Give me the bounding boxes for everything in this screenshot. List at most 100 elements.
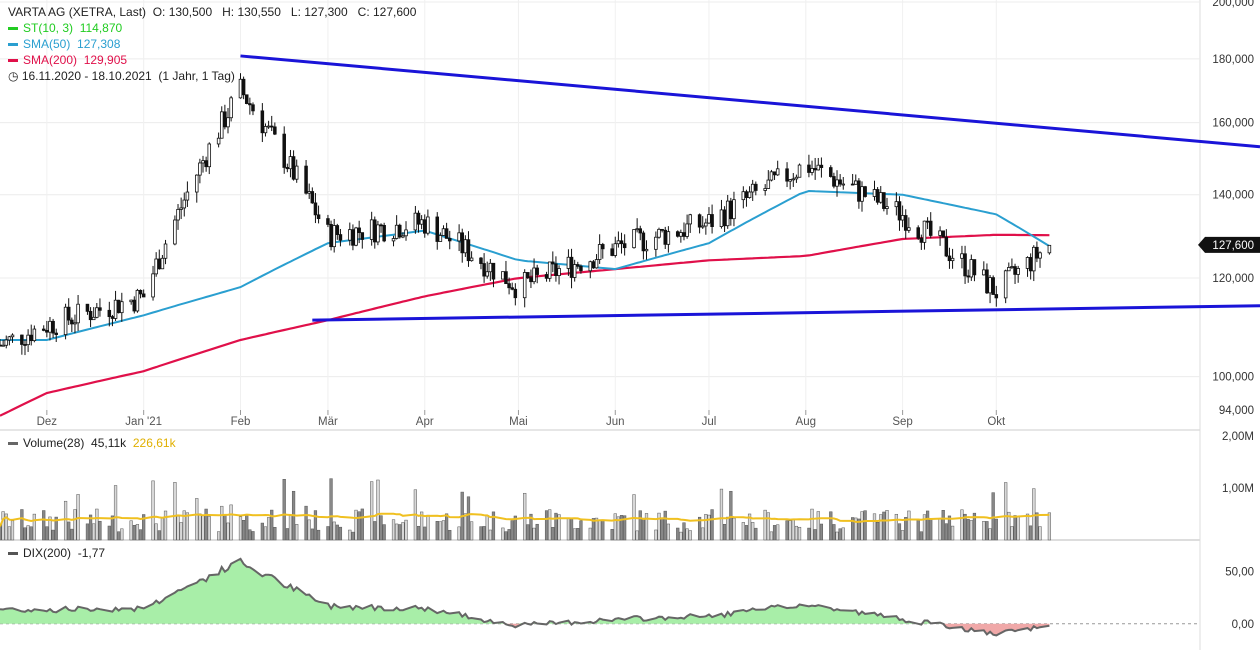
volume-bar bbox=[379, 515, 383, 541]
candle bbox=[288, 156, 293, 170]
volume-bar bbox=[722, 523, 727, 541]
volume-bar bbox=[769, 531, 774, 541]
candle bbox=[95, 307, 99, 318]
volume-bar bbox=[1035, 512, 1039, 541]
volume-bar bbox=[263, 526, 268, 541]
volume-bar bbox=[110, 515, 115, 541]
volume-bar bbox=[660, 517, 664, 541]
dix-legend[interactable]: DIX(200) -1,77 bbox=[8, 545, 105, 561]
volume-bar bbox=[1007, 511, 1011, 541]
candle bbox=[238, 78, 243, 99]
dix-positive-area bbox=[0, 558, 1050, 624]
candle bbox=[854, 180, 858, 185]
volume-bar bbox=[785, 520, 789, 541]
volume-bar bbox=[788, 520, 792, 541]
dix-value: -1,77 bbox=[77, 546, 106, 560]
volume-bar bbox=[398, 524, 402, 541]
volume-bar bbox=[326, 526, 330, 541]
volume-bar bbox=[307, 519, 311, 541]
volume-bar bbox=[348, 529, 352, 541]
candle bbox=[348, 229, 352, 241]
candle bbox=[229, 97, 233, 119]
volume-bar bbox=[588, 527, 592, 541]
candle bbox=[226, 117, 230, 128]
volume-bar bbox=[819, 523, 824, 541]
volume-bar bbox=[613, 513, 617, 541]
volume-bar bbox=[51, 529, 55, 541]
volume-bar bbox=[929, 518, 933, 541]
volume-bar bbox=[685, 528, 689, 541]
candle bbox=[576, 264, 580, 267]
clock-icon: ◷ bbox=[8, 69, 19, 83]
volume-bar bbox=[48, 516, 52, 541]
volume-tick-label: 1,00M bbox=[1222, 483, 1254, 495]
candle bbox=[76, 303, 80, 324]
candle bbox=[391, 238, 396, 242]
candle bbox=[850, 183, 855, 186]
volume-bar bbox=[901, 530, 905, 541]
volume-bar bbox=[154, 523, 158, 541]
volume-bar bbox=[173, 482, 177, 541]
volume-bar bbox=[438, 521, 442, 541]
candle bbox=[763, 188, 767, 191]
volume-bar bbox=[551, 527, 555, 541]
volume-bar bbox=[863, 510, 867, 541]
candle bbox=[947, 255, 952, 262]
volume-bar bbox=[654, 529, 658, 541]
candle bbox=[460, 232, 464, 254]
candle bbox=[988, 277, 992, 294]
candle bbox=[554, 263, 558, 276]
volume-legend[interactable]: Volume(28) 45,11k 226,61k bbox=[8, 435, 176, 451]
volume-bar bbox=[329, 478, 333, 541]
candle bbox=[326, 218, 330, 225]
candle bbox=[722, 209, 727, 227]
candle bbox=[903, 215, 908, 231]
candle bbox=[32, 328, 37, 342]
candle bbox=[547, 261, 552, 279]
volume-bar bbox=[70, 528, 74, 541]
volume-bar bbox=[310, 528, 314, 541]
volume-bar bbox=[201, 515, 205, 541]
legend-st[interactable]: ST(10, 3) 114,870 bbox=[8, 20, 122, 36]
candle bbox=[619, 240, 624, 245]
volume-bar bbox=[747, 513, 752, 541]
candle bbox=[291, 156, 296, 180]
candle bbox=[401, 235, 405, 238]
candle bbox=[569, 256, 574, 278]
price-tick-label: 180,000 bbox=[1212, 54, 1254, 66]
candle bbox=[635, 228, 639, 231]
legend-sma200[interactable]: SMA(200) 129,905 bbox=[8, 52, 127, 68]
candle bbox=[376, 224, 380, 243]
candle bbox=[894, 201, 899, 208]
volume-bar bbox=[601, 519, 605, 541]
last-price-badge bbox=[1198, 236, 1260, 253]
candle bbox=[351, 229, 355, 246]
volume-bar bbox=[701, 527, 705, 541]
candle bbox=[141, 293, 146, 298]
volume-bar bbox=[960, 509, 964, 541]
volume-bar bbox=[401, 522, 405, 541]
candle bbox=[772, 171, 777, 176]
date-range-text: 16.11.2020 - 18.10.2021 bbox=[21, 69, 152, 83]
candle bbox=[129, 299, 133, 303]
candle bbox=[857, 180, 861, 202]
month-label: Jun bbox=[606, 416, 625, 428]
ohlc-close-label: C: bbox=[357, 5, 370, 19]
candle bbox=[335, 225, 340, 235]
price-legend: VARTA AG (XETRA, Last) O: 130,500 H: 130… bbox=[8, 4, 416, 20]
volume-bar bbox=[395, 523, 399, 541]
candle bbox=[310, 191, 315, 204]
volume-bar bbox=[501, 527, 505, 541]
candle bbox=[700, 225, 705, 228]
dix-line bbox=[0, 557, 1050, 637]
legend-sma50[interactable]: SMA(50) 127,308 bbox=[8, 36, 120, 52]
volume-bar bbox=[479, 526, 483, 541]
candle bbox=[163, 243, 168, 259]
candle bbox=[766, 179, 771, 189]
candle bbox=[819, 164, 824, 168]
volume-bar bbox=[523, 492, 527, 541]
candle bbox=[282, 133, 286, 168]
volume-bar bbox=[335, 524, 339, 541]
volume-bar bbox=[635, 530, 639, 541]
volume-bar bbox=[938, 518, 942, 541]
